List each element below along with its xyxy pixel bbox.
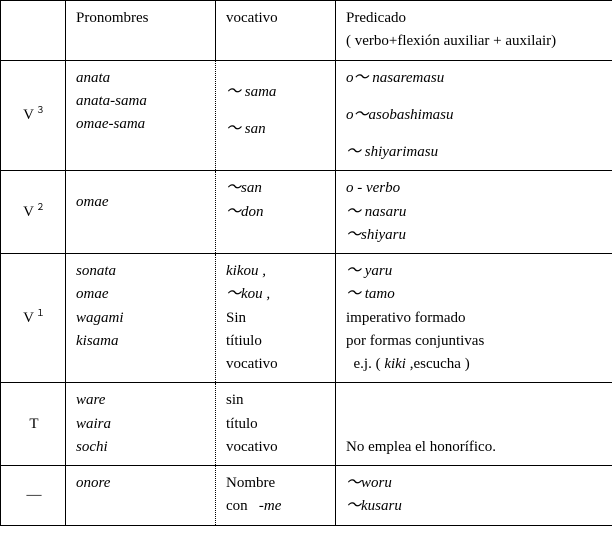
pred-line: ～ shiyarimasu	[346, 141, 604, 164]
table-row: T ware waira sochi sin título vocativo N…	[1, 383, 612, 466]
pron-line: sochi	[76, 436, 207, 459]
pred-line: ～ yaru	[346, 260, 604, 283]
voc-cell: sin título vocativo	[216, 383, 336, 466]
header-predicado-line1: Predicado	[346, 7, 604, 30]
level-sup: １	[36, 308, 45, 318]
voc-line: ～ san	[226, 118, 327, 141]
level-sup: ２	[36, 202, 45, 212]
pron-line: omae	[76, 191, 207, 214]
pron-cell: ware waira sochi	[66, 383, 216, 466]
voc-line: título	[226, 413, 327, 436]
voc-line: kikou ,	[226, 260, 327, 283]
level-main: T	[29, 416, 38, 432]
table-row: V３ anata anata-sama omae-sama ～ sama ～ s…	[1, 60, 612, 171]
pron-cell: onore	[66, 466, 216, 526]
table-row: ― onore Nombre con -me ～woru ～kusaru	[1, 466, 612, 526]
pred-line: o - verbo	[346, 177, 604, 200]
level-cell: V２	[1, 171, 66, 254]
pron-line: wagami	[76, 307, 207, 330]
pron-line: onore	[76, 472, 207, 495]
pred-line: ～shiyaru	[346, 224, 604, 247]
pred-line: e.j. ( kiki ,escucha )	[346, 353, 604, 376]
pron-line: sonata	[76, 260, 207, 283]
pred-cell: No emplea el honorífico.	[336, 383, 612, 466]
linguistics-table: Pronombres vocativo Predicado ( verbo+fl…	[0, 0, 612, 526]
table-row: V１ sonata omae wagami kisama kikou , ～ko…	[1, 254, 612, 383]
pred-line: ～woru	[346, 472, 604, 495]
pron-line: anata	[76, 67, 207, 90]
level-sup: ３	[36, 105, 45, 115]
pred-line: o～ nasaremasu	[346, 67, 604, 90]
level-main: V	[23, 107, 34, 123]
voc-line: títiulo	[226, 330, 327, 353]
pred-line: ～kusaru	[346, 495, 604, 518]
level-cell: T	[1, 383, 66, 466]
pron-line: ware	[76, 389, 207, 412]
header-pronombres: Pronombres	[66, 1, 216, 61]
pron-cell: anata anata-sama omae-sama	[66, 60, 216, 171]
voc-cell: Nombre con -me	[216, 466, 336, 526]
pred-cell: o - verbo ～ nasaru ～shiyaru	[336, 171, 612, 254]
level-cell: V１	[1, 254, 66, 383]
voc-line: vocativo	[226, 436, 327, 459]
header-predicado-line2: ( verbo+flexión auxiliar + auxilair)	[346, 30, 604, 53]
header-predicado: Predicado ( verbo+flexión auxiliar + aux…	[336, 1, 612, 61]
pred-line: ～ tamo	[346, 283, 604, 306]
voc-line: ～ sama	[226, 81, 327, 104]
pron-line: omae-sama	[76, 113, 207, 136]
pred-line: o～asobashimasu	[346, 104, 604, 127]
pred-line: por formas conjuntivas	[346, 330, 604, 353]
header-level	[1, 1, 66, 61]
pred-cell: ～woru ～kusaru	[336, 466, 612, 526]
pron-line: omae	[76, 283, 207, 306]
pron-line: kisama	[76, 330, 207, 353]
voc-cell: kikou , ～kou , Sin títiulo vocativo	[216, 254, 336, 383]
pred-cell: ～ yaru ～ tamo imperativo formado por for…	[336, 254, 612, 383]
level-main: V	[23, 310, 34, 326]
voc-cell: ～san ～don	[216, 171, 336, 254]
table-header-row: Pronombres vocativo Predicado ( verbo+fl…	[1, 1, 612, 61]
level-cell: V３	[1, 60, 66, 171]
pred-cell: o～ nasaremasu o～asobashimasu ～ shiyarima…	[336, 60, 612, 171]
table-row: V２ omae ～san ～don o - verbo ～ nasaru ～sh…	[1, 171, 612, 254]
voc-line: ～san	[226, 177, 327, 200]
level-main: ―	[27, 487, 42, 503]
pron-line: waira	[76, 413, 207, 436]
pred-line: No emplea el honorífico.	[346, 436, 604, 459]
voc-line: ～kou ,	[226, 283, 327, 306]
level-main: V	[23, 204, 34, 220]
voc-line: Nombre	[226, 472, 327, 495]
pred-line: imperativo formado	[346, 307, 604, 330]
voc-line: ～don	[226, 201, 327, 224]
voc-line: con -me	[226, 495, 327, 518]
level-cell: ―	[1, 466, 66, 526]
pred-line: ～ nasaru	[346, 201, 604, 224]
pron-cell: sonata omae wagami kisama	[66, 254, 216, 383]
header-vocativo: vocativo	[216, 1, 336, 61]
voc-line: Sin	[226, 307, 327, 330]
pron-cell: omae	[66, 171, 216, 254]
voc-line: sin	[226, 389, 327, 412]
voc-line: vocativo	[226, 353, 327, 376]
voc-cell: ～ sama ～ san	[216, 60, 336, 171]
pron-line: anata-sama	[76, 90, 207, 113]
